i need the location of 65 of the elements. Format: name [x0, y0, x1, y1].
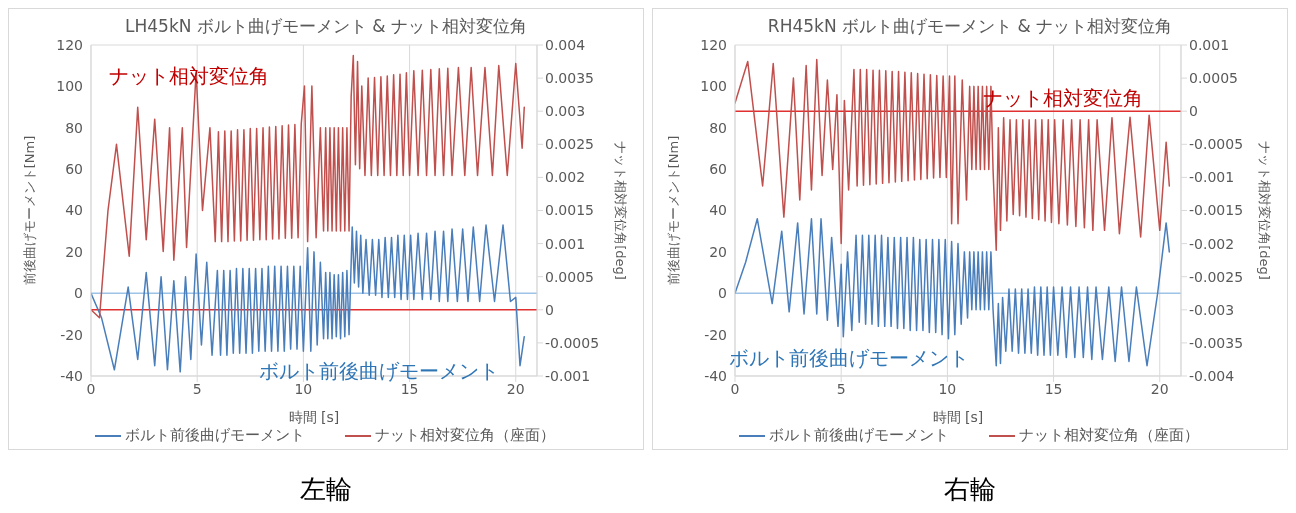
y-tick-label: 20	[709, 243, 727, 260]
y-tick-label: 120	[700, 36, 727, 53]
y2-axis-title: ナット相対変位角[deg]	[1257, 141, 1273, 280]
y2-tick-label: 0.001	[1189, 36, 1230, 53]
y2-tick-label: -0.004	[1189, 367, 1235, 384]
y2-tick-label: 0.001	[545, 235, 586, 252]
y-tick-label: -40	[60, 367, 83, 384]
x-tick-label: 5	[836, 380, 846, 397]
x-tick-label: 20	[506, 380, 525, 397]
legend-label: ボルト前後曲げモーメント	[125, 426, 305, 445]
x-axis-title: 時間 [s]	[288, 409, 340, 425]
y2-tick-label: -0.0015	[1189, 202, 1244, 219]
y-tick-label: -40	[704, 367, 727, 384]
line-series	[735, 58, 1171, 251]
y2-tick-label: -0.001	[545, 367, 591, 384]
y2-tick-label: 0.0005	[545, 268, 594, 285]
legend-label: ボルト前後曲げモーメント	[769, 426, 949, 445]
x-tick-label: 20	[1150, 380, 1169, 397]
y-tick-label: 120	[56, 36, 83, 53]
x-tick-label: 10	[938, 380, 957, 397]
y2-tick-label: -0.0005	[1189, 136, 1244, 153]
annotation: ボルト前後曲げモーメント	[729, 345, 969, 372]
y2-tick-label: -0.0035	[1189, 334, 1244, 351]
y-tick-label: 40	[709, 202, 727, 219]
legend-label: ナット相対変位角（座面）	[1019, 426, 1199, 445]
y2-tick-label: 0.0035	[545, 70, 594, 87]
y2-tick-label: -0.0005	[545, 334, 600, 351]
x-tick-label: 5	[192, 380, 202, 397]
y2-axis-title: ナット相対変位角[deg]	[613, 141, 629, 280]
chart-title: LH45kN ボルト曲げモーメント & ナット相対変位角	[125, 16, 527, 36]
y2-tick-label: 0.002	[545, 169, 586, 186]
y2-tick-label: 0.0025	[545, 136, 594, 153]
y2-tick-label: 0	[545, 301, 554, 318]
y-tick-label: -20	[704, 326, 727, 343]
y2-tick-label: -0.0025	[1189, 268, 1244, 285]
x-tick-label: 0	[730, 380, 740, 397]
text: 右輪	[943, 473, 997, 506]
y-tick-label: 100	[56, 78, 83, 95]
text: 左輪	[299, 473, 353, 506]
y-tick-label: 40	[65, 202, 83, 219]
y2-tick-label: 0.0005	[1189, 70, 1238, 87]
line-series	[91, 54, 526, 319]
y-tick-label: 60	[65, 161, 83, 178]
y2-tick-label: 0.003	[545, 103, 586, 120]
y-tick-label: 0	[74, 285, 83, 302]
x-tick-label: 15	[1044, 380, 1063, 397]
y2-tick-label: -0.002	[1189, 235, 1235, 252]
y-tick-label: 80	[65, 119, 83, 136]
y-axis-title: 前後曲げモーメント[Nm]	[21, 135, 37, 286]
x-tick-label: 0	[86, 380, 96, 397]
y-tick-label: 100	[700, 78, 727, 95]
y-axis-title: 前後曲げモーメント[Nm]	[665, 135, 681, 286]
legend-label: ナット相対変位角（座面）	[375, 426, 555, 445]
y-tick-label: 20	[65, 243, 83, 260]
y2-tick-label: 0.004	[545, 36, 586, 53]
y-tick-label: 80	[709, 119, 727, 136]
y2-tick-label: 0.0015	[545, 202, 594, 219]
y-tick-label: 60	[709, 161, 727, 178]
y2-tick-label: 0	[1189, 103, 1198, 120]
y-tick-label: 0	[718, 285, 727, 302]
y-tick-label: -20	[60, 326, 83, 343]
y2-tick-label: -0.003	[1189, 301, 1235, 318]
y2-tick-label: -0.001	[1189, 169, 1235, 186]
x-axis-title: 時間 [s]	[932, 409, 984, 425]
chart-title: RH45kN ボルト曲げモーメント & ナット相対変位角	[767, 16, 1173, 36]
